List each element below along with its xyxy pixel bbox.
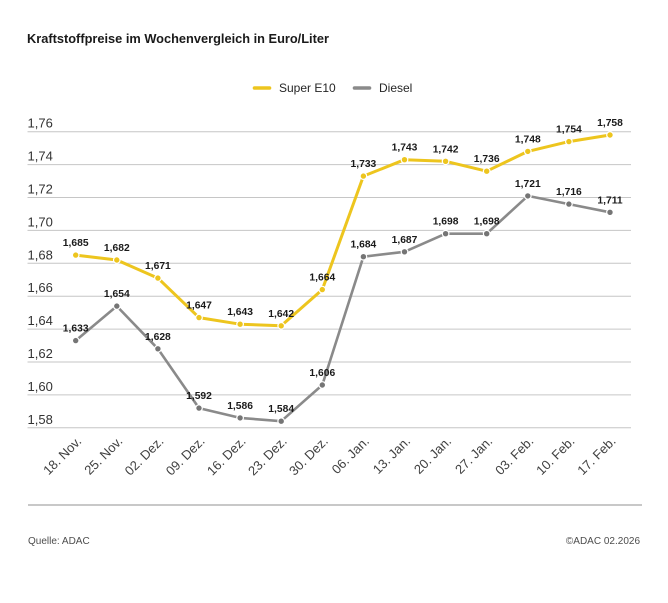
svg-text:1,748: 1,748	[515, 134, 541, 145]
svg-text:1,743: 1,743	[392, 143, 418, 154]
svg-text:1,698: 1,698	[474, 217, 500, 228]
svg-text:1,682: 1,682	[104, 243, 130, 254]
svg-text:1,633: 1,633	[63, 324, 89, 335]
svg-text:©ADAC 02.2026: ©ADAC 02.2026	[566, 536, 641, 547]
svg-text:1,66: 1,66	[28, 280, 53, 295]
svg-text:1,711: 1,711	[597, 195, 622, 206]
svg-text:1,721: 1,721	[515, 179, 541, 190]
svg-text:Kraftstoffpreise im Wochenverg: Kraftstoffpreise im Wochenvergleich in E…	[27, 31, 329, 46]
svg-text:1,70: 1,70	[28, 214, 53, 229]
svg-text:1,698: 1,698	[433, 217, 459, 228]
svg-text:1,742: 1,742	[433, 144, 459, 155]
svg-text:1,643: 1,643	[227, 307, 253, 318]
svg-text:1,68: 1,68	[28, 247, 53, 262]
svg-text:Quelle: ADAC: Quelle: ADAC	[28, 536, 90, 547]
svg-text:1,74: 1,74	[28, 149, 53, 164]
svg-text:1,664: 1,664	[309, 273, 335, 284]
svg-text:1,76: 1,76	[28, 116, 53, 131]
svg-text:1,758: 1,758	[597, 118, 623, 129]
svg-text:1,647: 1,647	[186, 301, 212, 312]
svg-text:1,754: 1,754	[556, 125, 582, 136]
svg-text:1,733: 1,733	[351, 159, 377, 170]
svg-text:1,684: 1,684	[351, 240, 377, 251]
svg-text:Super E10: Super E10	[279, 81, 336, 95]
svg-text:1,584: 1,584	[268, 404, 294, 415]
svg-text:1,671: 1,671	[145, 261, 171, 272]
svg-text:1,687: 1,687	[392, 235, 418, 246]
svg-text:1,72: 1,72	[28, 182, 53, 197]
svg-text:1,586: 1,586	[227, 401, 253, 412]
svg-text:1,64: 1,64	[28, 313, 53, 328]
svg-text:1,62: 1,62	[28, 346, 53, 361]
svg-text:1,716: 1,716	[556, 187, 582, 198]
svg-text:1,654: 1,654	[104, 289, 130, 300]
svg-text:1,736: 1,736	[474, 154, 500, 165]
svg-text:1,592: 1,592	[186, 391, 212, 402]
svg-text:1,58: 1,58	[28, 412, 53, 427]
svg-text:1,642: 1,642	[268, 309, 294, 320]
svg-text:1,685: 1,685	[63, 238, 89, 249]
svg-text:1,60: 1,60	[28, 379, 53, 394]
svg-text:Diesel: Diesel	[379, 81, 412, 95]
svg-text:1,606: 1,606	[309, 368, 335, 379]
svg-text:1,628: 1,628	[145, 332, 171, 343]
